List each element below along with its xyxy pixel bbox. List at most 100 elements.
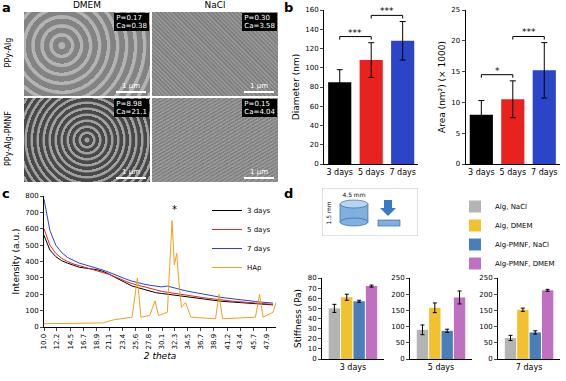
svg-text:250: 250 [391, 274, 404, 282]
svg-text:***: *** [380, 6, 394, 16]
svg-text:20: 20 [451, 37, 460, 45]
html-text:NaCl: NaCl [204, 0, 226, 10]
svg-text:21.1: 21.1 [105, 334, 113, 350]
svg-text:25.6: 25.6 [132, 333, 140, 349]
svg-text:0: 0 [456, 160, 460, 168]
svg-text:16.7: 16.7 [80, 334, 88, 350]
svg-text:100: 100 [25, 307, 38, 315]
svg-text:25: 25 [451, 6, 460, 14]
svg-text:41.2: 41.2 [224, 334, 232, 350]
html-text:DMEM: DMEM [72, 0, 102, 10]
svg-text:40: 40 [308, 315, 317, 323]
svg-text:47.9: 47.9 [263, 334, 271, 350]
svg-text:HAp: HAp [247, 264, 262, 272]
html-text:P=0.17: P=0.17 [116, 14, 142, 22]
svg-text:45.7: 45.7 [250, 334, 258, 350]
svg-text:Alg-PMNF, NaCl: Alg-PMNF, NaCl [495, 241, 549, 249]
svg-text:0: 0 [314, 160, 318, 168]
svg-text:50: 50 [396, 339, 405, 347]
svg-text:200: 200 [25, 291, 38, 299]
svg-text:20: 20 [310, 141, 319, 149]
svg-text:600: 600 [25, 225, 38, 233]
svg-text:15: 15 [451, 68, 460, 76]
svg-text:7 days: 7 days [247, 245, 271, 253]
svg-text:120: 120 [305, 45, 318, 53]
svg-text:3 days: 3 days [247, 207, 271, 215]
svg-text:23.4: 23.4 [119, 333, 127, 349]
svg-text:70: 70 [308, 285, 317, 293]
svg-text:***: *** [348, 28, 362, 38]
svg-text:Diameter (nm): Diameter (nm) [291, 54, 301, 120]
svg-text:0: 0 [488, 355, 492, 363]
html-text:PPy-Alg-PMNF: PPy-Alg-PMNF [3, 111, 13, 166]
svg-text:150: 150 [479, 307, 492, 315]
svg-text:Alg, NaCl: Alg, NaCl [495, 203, 527, 211]
svg-text:10: 10 [451, 99, 460, 107]
svg-text:60: 60 [310, 103, 319, 111]
svg-text:4.5 mm: 4.5 mm [342, 191, 365, 198]
svg-text:100: 100 [479, 323, 492, 331]
html-text:PPy-Alg: PPy-Alg [3, 37, 13, 68]
svg-text:800: 800 [25, 192, 38, 200]
svg-text:Alg, DMEM: Alg, DMEM [495, 222, 533, 230]
svg-text:7 days: 7 days [531, 168, 558, 177]
svg-text:0: 0 [400, 355, 404, 363]
svg-text:14.5: 14.5 [67, 334, 75, 350]
svg-text:30.1: 30.1 [158, 334, 166, 350]
svg-text:36.7: 36.7 [197, 334, 205, 350]
svg-text:5 days: 5 days [500, 168, 527, 177]
svg-text:27.8: 27.8 [145, 334, 153, 350]
svg-text:80: 80 [308, 274, 317, 282]
html-text:a: a [2, 0, 11, 15]
svg-text:40: 40 [310, 122, 319, 130]
svg-text:700: 700 [25, 209, 38, 217]
svg-text:5 days: 5 days [247, 226, 271, 234]
svg-text:50: 50 [484, 339, 493, 347]
svg-text:250: 250 [479, 274, 492, 282]
svg-text:Intensity (a.u.): Intensity (a.u.) [11, 229, 21, 295]
svg-text:5 days: 5 days [428, 363, 455, 372]
svg-text:***: *** [522, 27, 536, 37]
svg-text:*: * [495, 66, 500, 76]
svg-text:60: 60 [308, 295, 317, 303]
svg-text:7 days: 7 days [516, 363, 543, 372]
svg-text:150: 150 [391, 307, 404, 315]
svg-text:0: 0 [312, 355, 316, 363]
svg-text:Area (nm²) (× 1000): Area (nm²) (× 1000) [437, 41, 447, 133]
svg-text:10.0: 10.0 [40, 334, 48, 350]
svg-text:400: 400 [25, 258, 38, 266]
svg-text:5: 5 [456, 130, 460, 138]
svg-text:20: 20 [308, 335, 317, 343]
svg-text:43.4: 43.4 [236, 333, 244, 349]
svg-text:7 days: 7 days [389, 168, 416, 177]
svg-text:2 theta: 2 theta [144, 351, 176, 361]
svg-text:160: 160 [305, 6, 318, 14]
svg-text:32.3: 32.3 [171, 334, 179, 350]
svg-text:5 days: 5 days [358, 168, 385, 177]
svg-text:1.5 mm: 1.5 mm [325, 201, 332, 224]
svg-text:140: 140 [305, 26, 318, 34]
svg-text:12.2: 12.2 [53, 334, 61, 350]
svg-text:*: * [172, 204, 177, 215]
html-text:b: b [284, 0, 294, 15]
svg-text:Stiffness (Pa): Stiffness (Pa) [293, 289, 303, 348]
svg-text:100: 100 [391, 323, 404, 331]
svg-text:3 days: 3 days [326, 168, 353, 177]
svg-text:30: 30 [308, 325, 317, 333]
svg-text:18.9: 18.9 [93, 334, 101, 350]
svg-text:100: 100 [305, 64, 318, 72]
html-text:d: d [284, 186, 294, 201]
svg-text:80: 80 [310, 83, 319, 91]
svg-text:500: 500 [25, 242, 38, 250]
svg-text:200: 200 [479, 291, 492, 299]
svg-text:300: 300 [25, 274, 38, 282]
svg-text:50: 50 [308, 305, 317, 313]
svg-text:10: 10 [308, 345, 317, 353]
svg-text:34.5: 34.5 [184, 334, 192, 350]
svg-text:Alg-PMNF, DMEM: Alg-PMNF, DMEM [495, 260, 555, 268]
svg-text:3 days: 3 days [468, 168, 495, 177]
svg-text:3 days: 3 days [340, 363, 367, 372]
svg-text:200: 200 [391, 291, 404, 299]
svg-text:0: 0 [34, 323, 38, 331]
svg-text:38.9: 38.9 [210, 334, 218, 350]
